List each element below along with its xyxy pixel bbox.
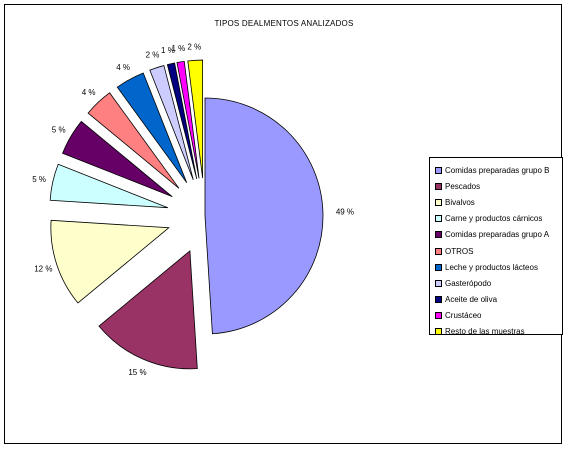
legend-item: Comidas preparadas grupo B [435, 162, 562, 178]
pie-slice-0 [204, 97, 324, 335]
pie-slice-3 [49, 163, 169, 209]
slice-label-6: 4 % [116, 63, 130, 72]
pie-slice-5 [87, 92, 180, 189]
legend-label: Gasterópodo [445, 278, 492, 288]
legend-label: OTROS [445, 246, 474, 256]
legend-swatch [435, 166, 442, 174]
pie-slice-7 [149, 65, 194, 181]
legend-swatch [435, 279, 442, 287]
pie-slice-4 [62, 120, 173, 198]
legend-swatch [435, 296, 442, 304]
slice-label-2: 12 % [34, 265, 52, 274]
legend-label: Bivalvos [445, 197, 475, 207]
slice-label-10: 2 % [187, 42, 201, 51]
legend-label: Crustáceo [445, 311, 482, 321]
legend-swatch [435, 312, 442, 320]
legend-item: Pescados [435, 178, 562, 194]
slice-label-7: 2 % [146, 50, 160, 59]
legend-item: Aceite de oliva [435, 292, 562, 308]
legend-swatch [435, 215, 442, 223]
legend-item: Bivalvos [435, 194, 562, 210]
legend-swatch [435, 198, 442, 206]
legend-label: Comidas preparadas grupo B [445, 165, 550, 175]
legend-item: OTROS [435, 243, 562, 259]
slice-label-3: 5 % [32, 175, 46, 184]
legend-label: Resto de las muestras [445, 327, 525, 337]
legend-label: Aceite de oliva [445, 295, 498, 305]
legend-item: Comidas preparadas grupo A [435, 227, 562, 243]
legend-label: Leche y productos lácteos [445, 262, 538, 272]
pie-slice-9 [176, 60, 200, 179]
pie-slice-10 [187, 59, 204, 179]
legend-item: Resto de las muestras [435, 324, 562, 340]
slice-label-0: 49 % [336, 208, 354, 217]
legend-item: Gasterópodo [435, 275, 562, 291]
pie-slice-6 [116, 72, 188, 183]
legend-label: Comidas preparadas grupo A [445, 230, 550, 240]
legend-swatch [435, 182, 442, 190]
pie-slice-8 [166, 62, 198, 180]
legend-swatch [435, 247, 442, 255]
slice-label-5: 4 % [82, 88, 96, 97]
legend-item: Leche y productos lácteos [435, 259, 562, 275]
legend-swatch [435, 328, 442, 336]
pie-slice-2 [50, 219, 170, 304]
legend-swatch [435, 263, 442, 271]
legend-item: Carne y productos cárnicos [435, 211, 562, 227]
legend-swatch [435, 231, 442, 239]
slice-label-9: 1 % [172, 44, 186, 53]
chart-legend: Comidas preparadas grupo B Pescados Bivalv… [429, 157, 563, 336]
chart-title: TIPOS DEALMENTOS ANALIZADOS [214, 19, 354, 28]
legend-item: Crustáceo [435, 308, 562, 324]
chart-frame: TIPOS DEALMENTOS ANALIZADOS 49 % 15 % 12 %… [4, 4, 563, 444]
legend-label: Pescados [445, 181, 481, 191]
pie-slice-1 [98, 250, 198, 370]
legend-label: Carne y productos cárnicos [445, 214, 543, 224]
slice-label-8: 1 % [161, 46, 175, 55]
slice-label-4: 5 % [52, 125, 66, 134]
pie-chart: 49 %15 %12 %5 %5 %4 %4 %2 % 1 %1 % 2 % [32, 42, 354, 377]
slice-label-1: 15 % [128, 368, 146, 377]
